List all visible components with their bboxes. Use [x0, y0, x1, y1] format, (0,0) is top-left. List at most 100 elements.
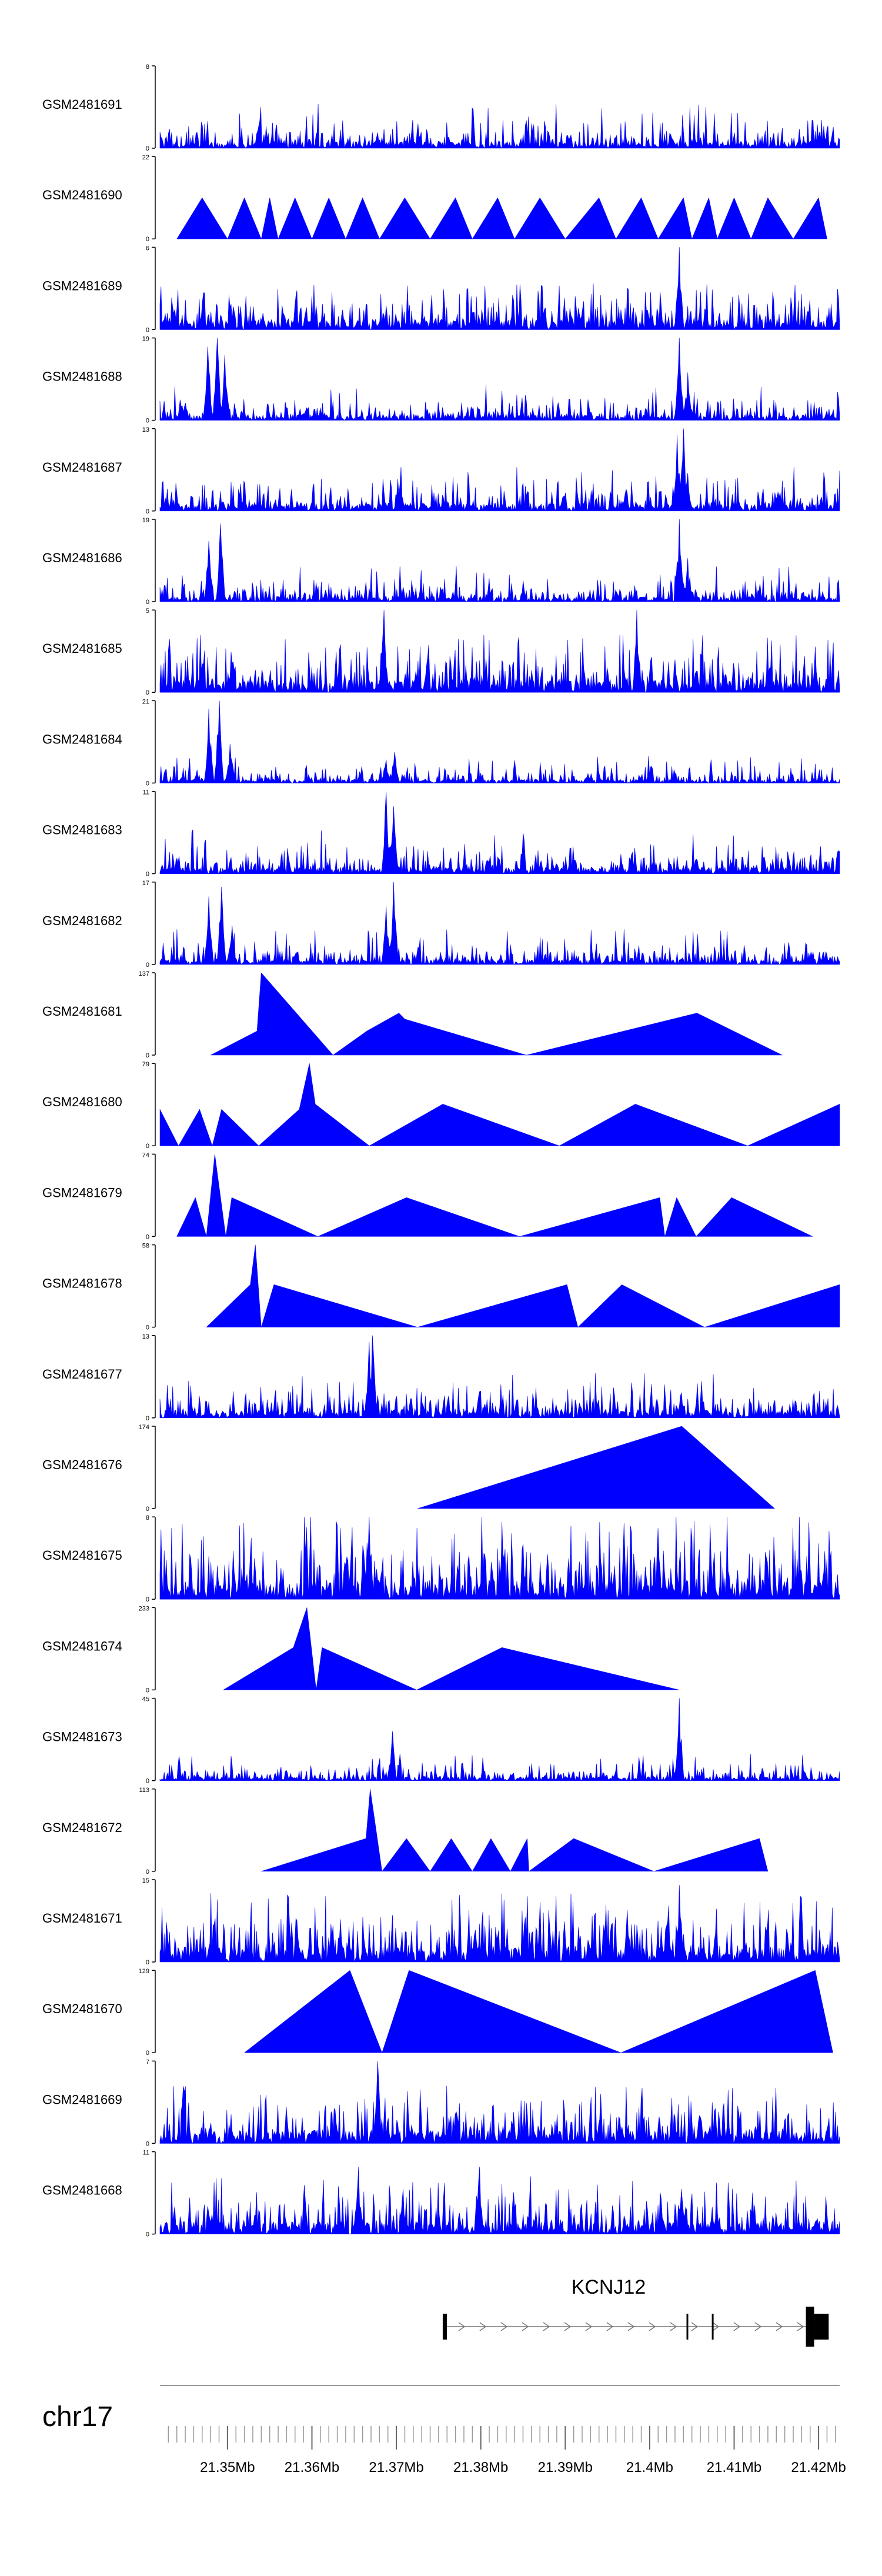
gene-exon [711, 2314, 714, 2340]
track-label: GSM2481685 [42, 641, 122, 656]
axis-tick-label: 21.42Mb [791, 2460, 846, 2475]
track-label: GSM2481686 [42, 550, 122, 565]
y-max-label: 21 [142, 698, 149, 705]
track-GSM2481687: GSM2481687 13 0 [42, 426, 840, 515]
y-min-label: 0 [146, 326, 149, 333]
y-min-label: 0 [146, 1687, 149, 1694]
gene-exon-large [806, 2307, 814, 2347]
track-GSM2481690: GSM2481690 22 0 [42, 154, 827, 243]
y-min-label: 0 [146, 1415, 149, 1422]
y-min-label: 0 [146, 599, 149, 606]
track-GSM2481668: GSM2481668 11 0 [42, 2150, 840, 2238]
y-min-label: 0 [146, 1506, 149, 1513]
gene-exon [442, 2314, 447, 2340]
strand-arrow [670, 2322, 677, 2331]
strand-arrow [458, 2322, 466, 2331]
y-min-label: 0 [146, 508, 149, 515]
track-GSM2481684: GSM2481684 21 0 [42, 698, 840, 787]
track-label: GSM2481690 [42, 188, 122, 202]
y-max-label: 137 [139, 970, 149, 977]
coverage-area [159, 2167, 840, 2235]
y-min-label: 0 [146, 1959, 149, 1966]
genome-axis: chr17 21.35Mb 21.36Mb 21.37Mb 21.38Mb 21.39M… [42, 2385, 846, 2475]
track-label: GSM2481681 [42, 1004, 122, 1019]
gene-label: KCNJ12 [572, 2276, 646, 2298]
coverage-area [159, 428, 840, 512]
y-min-label: 0 [146, 1778, 149, 1785]
strand-arrow [754, 2322, 762, 2331]
coverage-area [176, 1154, 813, 1237]
coverage-area [159, 1517, 840, 1600]
y-min-label: 0 [146, 2050, 149, 2057]
coverage-area [176, 197, 827, 240]
track-GSM2481671: GSM2481671 15 0 [42, 1877, 840, 1966]
y-min-label: 0 [146, 871, 149, 878]
track-GSM2481686: GSM2481686 19 0 [42, 517, 840, 606]
y-max-label: 19 [142, 336, 149, 343]
y-min-label: 0 [146, 1233, 149, 1240]
y-max-label: 6 [146, 245, 149, 252]
y-min-label: 0 [146, 1324, 149, 1332]
strand-arrow [733, 2322, 741, 2331]
strand-arrow [712, 2322, 720, 2331]
strand-arrow [500, 2322, 508, 2331]
track-GSM2481683: GSM2481683 11 0 [42, 789, 840, 878]
axis-tick-label: 21.36Mb [285, 2460, 339, 2475]
coverage-area [206, 1244, 840, 1328]
y-min-label: 0 [146, 2231, 149, 2238]
strand-arrow [797, 2322, 804, 2331]
track-label: GSM2481683 [42, 823, 122, 837]
coverage-area [159, 700, 840, 784]
y-max-label: 17 [142, 880, 149, 887]
y-max-label: 79 [142, 1061, 149, 1068]
track-GSM2481675: GSM2481675 8 0 [42, 1514, 840, 1603]
y-min-label: 0 [146, 418, 149, 425]
coverage-tracks: GSM248169180GSM2481690220GSM248168960GSM… [42, 64, 840, 2238]
track-label: GSM2481668 [42, 2183, 122, 2198]
y-max-label: 11 [143, 789, 149, 796]
track-GSM2481672: GSM2481672 113 0 [42, 1787, 769, 1876]
axis-tick-label: 21.37Mb [369, 2460, 423, 2475]
y-max-label: 15 [142, 1877, 149, 1884]
y-max-label: 8 [146, 64, 149, 71]
track-label: GSM2481678 [42, 1276, 122, 1291]
y-max-label: 5 [146, 608, 149, 615]
track-label: GSM2481680 [42, 1095, 122, 1109]
y-min-label: 0 [146, 780, 149, 787]
y-max-label: 74 [142, 1152, 149, 1159]
coverage-area [159, 247, 840, 330]
y-max-label: 7 [146, 2058, 149, 2066]
track-label: GSM2481688 [42, 369, 122, 384]
track-GSM2481688: GSM2481688 19 0 [42, 336, 840, 425]
track-label: GSM2481687 [42, 460, 122, 475]
track-GSM2481682: GSM2481682 17 0 [42, 880, 840, 969]
y-max-label: 13 [142, 1333, 149, 1340]
y-min-label: 0 [146, 689, 149, 696]
track-GSM2481678: GSM2481678 58 0 [42, 1243, 840, 1332]
coverage-area [159, 610, 840, 693]
track-label: GSM2481682 [42, 913, 122, 928]
strand-arrow [776, 2322, 783, 2331]
strand-arrow [522, 2322, 529, 2331]
track-label: GSM2481674 [42, 1639, 122, 1653]
track-GSM2481680: GSM2481680 79 0 [42, 1061, 840, 1150]
track-label: GSM2481679 [42, 1185, 122, 1200]
y-min-label: 0 [146, 1143, 149, 1150]
track-GSM2481676: GSM2481676 174 0 [42, 1424, 776, 1513]
track-label: GSM2481671 [42, 1911, 122, 1926]
track-label: GSM2481669 [42, 2092, 122, 2107]
y-min-label: 0 [146, 236, 149, 243]
track-label: GSM2481670 [42, 2001, 122, 2016]
chromosome-label: chr17 [42, 2401, 113, 2432]
y-max-label: 19 [142, 517, 149, 524]
gene-track: KCNJ12 [442, 2276, 829, 2347]
axis-tick-label: 21.38Mb [453, 2460, 508, 2475]
track-GSM2481679: GSM2481679 74 0 [42, 1152, 813, 1240]
coverage-area [417, 1426, 776, 1509]
track-label: GSM2481691 [42, 97, 122, 112]
coverage-area [261, 1788, 769, 1872]
track-GSM2481674: GSM2481674 233 0 [42, 1605, 680, 1694]
y-max-label: 113 [139, 1787, 149, 1794]
track-GSM2481691: GSM2481691 8 0 [42, 64, 840, 152]
